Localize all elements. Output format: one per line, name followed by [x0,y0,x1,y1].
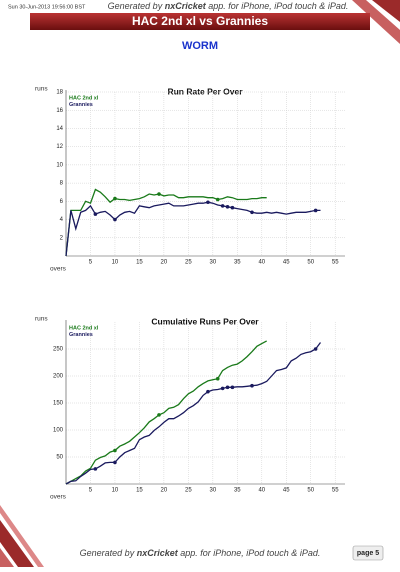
text: nxCricket [165,1,207,11]
decoration [352,0,400,44]
x-tick-label: 25 [185,488,192,494]
text: nxCricket [137,548,179,558]
page-number: page 5 [357,550,379,557]
series-line [65,340,268,485]
wicket-marker [230,385,235,390]
y-tick-label: 100 [53,428,64,434]
wicket-marker [113,460,117,465]
y-tick-label: 12 [56,144,63,150]
text: app. for iPhone, iPod touch & iPad. [206,1,349,11]
x-tick-label: 50 [307,488,314,494]
wicket-marker [215,376,220,381]
wicket-marker [113,448,117,453]
x-axis-label: overs [50,266,67,273]
y-tick-label: 200 [53,374,64,380]
decoration [0,505,44,567]
wicket-marker [220,204,225,208]
wicket-marker [225,205,230,209]
wicket-marker [215,197,220,202]
decoration [0,548,14,567]
x-tick-label: 40 [258,260,265,266]
legend-label: Grannies [69,102,93,108]
wicket-marker [157,192,161,196]
y-tick-label: 6 [60,199,64,205]
x-tick-label: 45 [283,260,290,266]
x-tick-label: 30 [209,488,216,494]
wicket-marker [206,389,210,394]
x-tick-label: 35 [234,260,241,266]
x-tick-label: 50 [307,260,314,266]
legend-label: Grannies [69,332,93,338]
footer-generated: Generated by nxCricket app. for iPhone, … [80,548,321,558]
text: Generated by [80,548,137,558]
series-line [65,342,322,485]
x-tick-label: 55 [332,488,339,494]
x-tick-label: 5 [89,260,93,266]
y-tick-label: 8 [60,181,64,187]
series-line [65,201,321,257]
x-tick-label: 20 [161,488,168,494]
x-tick-label: 40 [258,488,265,494]
legend-label: HAC 2nd xl [69,95,99,101]
date: Sun 30-Jun-2013 19:56:00 BST [8,4,86,10]
series-line [65,188,267,257]
wicket-marker [113,196,117,201]
wicket-marker [220,386,225,391]
y-tick-label: 18 [56,90,63,96]
x-tick-label: 25 [185,260,192,266]
y-tick-label: 4 [60,217,64,223]
legend-label: HAC 2nd xl [69,325,99,331]
x-tick-label: 15 [136,488,143,494]
wicket-marker [93,467,98,471]
x-axis-label: overs [50,494,67,501]
y-tick-label: 14 [56,126,63,132]
x-tick-label: 10 [112,488,119,494]
y-tick-label: 16 [56,108,63,114]
wicket-marker [225,385,230,390]
y-tick-label: 150 [53,401,64,407]
wicket-marker [93,212,98,216]
wicket-marker [113,217,117,222]
decoration [372,0,400,22]
x-tick-label: 30 [209,260,216,266]
y-tick-label: 250 [53,347,64,353]
x-tick-label: 35 [234,488,241,494]
chart-title: Run Rate Per Over [167,86,243,96]
wicket-marker [250,210,254,215]
y-tick-label: 2 [60,235,64,241]
x-tick-label: 15 [136,260,143,266]
y-axis-label: runs [35,316,48,323]
match-title: HAC 2nd xl vs Grannies [132,14,268,28]
x-tick-label: 20 [161,260,168,266]
wicket-marker [313,208,318,213]
x-tick-label: 5 [89,488,93,494]
chart-title: Cumulative Runs Per Over [151,316,259,326]
y-tick-label: 10 [56,162,63,168]
wicket-marker [206,200,210,205]
y-axis-label: runs [35,86,48,93]
text: Generated by [108,1,165,11]
x-tick-label: 10 [112,260,119,266]
y-tick-label: 50 [56,455,63,461]
wicket-marker [230,205,235,210]
heading: WORM [182,40,218,52]
x-tick-label: 55 [332,260,339,266]
wicket-marker [250,383,254,388]
title-bar [30,13,370,30]
text: app. for iPhone, iPod touch & iPad. [178,548,321,558]
generated-by: Generated by nxCricket app. for iPhone, … [108,1,349,11]
wicket-marker [313,347,318,351]
page-box [352,545,384,561]
x-tick-label: 45 [283,488,290,494]
decoration [0,520,34,567]
wicket-marker [157,413,161,417]
